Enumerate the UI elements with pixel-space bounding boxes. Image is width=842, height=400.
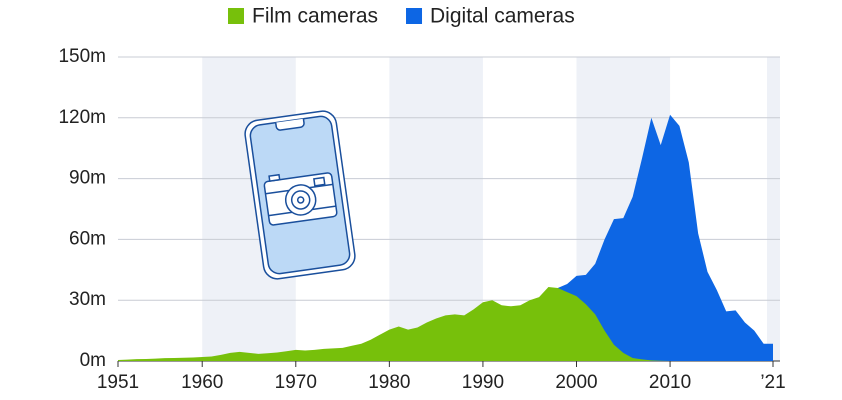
legend-swatch bbox=[406, 8, 423, 24]
area bbox=[557, 114, 773, 361]
x-tick-label: 1970 bbox=[275, 372, 317, 393]
legend-label: Film cameras bbox=[252, 5, 378, 28]
y-tick-label: 150m bbox=[58, 46, 106, 67]
y-tick-label: 120m bbox=[58, 107, 106, 128]
legend-swatch bbox=[228, 8, 244, 24]
band bbox=[767, 57, 780, 361]
y-tick-label: 0m bbox=[80, 350, 106, 371]
y-tick-label: 60m bbox=[69, 228, 106, 249]
y-tick-label: 30m bbox=[69, 289, 106, 310]
axes: 0m 30m 60m 90m 120m 150m 1951 1960 1970 1980 1990 2… bbox=[58, 46, 785, 393]
x-tick-label: 1960 bbox=[181, 372, 223, 393]
x-tick-label: 2010 bbox=[649, 372, 691, 393]
x-tick-label: 2000 bbox=[555, 372, 597, 393]
y-tick-label: 90m bbox=[69, 168, 106, 189]
legend: Film cameras Digital cameras bbox=[228, 5, 575, 28]
x-tick-label: 1951 bbox=[97, 372, 139, 393]
areas bbox=[118, 114, 773, 361]
x-tick-label: 1990 bbox=[462, 372, 504, 393]
x-tick-label: 1980 bbox=[368, 372, 410, 393]
band bbox=[389, 57, 483, 361]
legend-label: Digital cameras bbox=[430, 5, 575, 28]
phone-icon bbox=[244, 110, 356, 280]
area bbox=[118, 287, 671, 361]
x-tick-label: ’21 bbox=[760, 372, 785, 393]
